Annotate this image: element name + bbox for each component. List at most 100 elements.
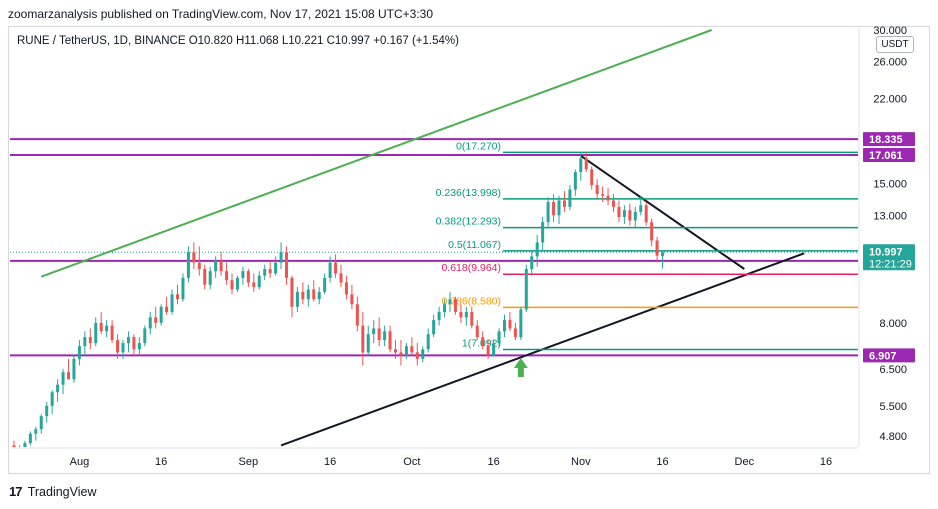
candle-body — [421, 349, 425, 359]
candle-body — [274, 262, 278, 274]
candle-body — [432, 320, 436, 335]
price-axis-tick: 4.800 — [879, 431, 907, 443]
candle-body — [410, 346, 414, 353]
tradingview-footer[interactable]: 17 TradingView — [9, 484, 97, 499]
candle — [165, 296, 169, 315]
candle — [94, 317, 98, 347]
time-axis-tick: 16 — [487, 456, 499, 468]
ascending-channel-top-trendline — [40, 29, 712, 278]
candle — [579, 151, 583, 181]
candle — [443, 299, 447, 318]
candle — [159, 304, 163, 326]
price-level-tag-text: 18.335 — [869, 134, 903, 146]
candle — [453, 296, 457, 315]
candle — [503, 314, 506, 338]
candle-body — [503, 320, 506, 332]
price-level-tag-bg — [863, 348, 915, 363]
candle-body — [492, 343, 496, 356]
candle — [274, 256, 278, 276]
candle — [306, 284, 310, 307]
candle-body — [306, 289, 310, 300]
price-axis-tick: 15.000 — [873, 179, 907, 191]
candle-body — [12, 445, 16, 447]
candle — [257, 271, 261, 290]
candle — [208, 266, 212, 290]
descending-resistance-trendline — [580, 155, 745, 270]
candle-body — [655, 240, 659, 256]
candle — [56, 379, 60, 402]
fib-level-label: 0.236(13.998) — [436, 187, 501, 199]
candle — [497, 328, 501, 347]
candle — [50, 390, 54, 415]
candle — [650, 218, 654, 247]
candle-body — [285, 252, 288, 278]
candle-body — [541, 222, 545, 243]
price-axis-tick: 8.000 — [879, 318, 907, 330]
candle-body — [94, 322, 98, 344]
candle-body — [143, 328, 147, 344]
candle-body — [415, 352, 419, 359]
candle-body — [464, 312, 468, 318]
candle — [67, 358, 70, 380]
price-level-tag: 6.907 — [863, 348, 915, 363]
candle-body — [524, 269, 528, 310]
current-price-tag-text: 12:21:29 — [869, 258, 912, 270]
time-axis-tick: Sep — [239, 456, 259, 468]
candle-body — [633, 211, 637, 221]
candle — [524, 264, 528, 313]
candle-body — [568, 189, 572, 207]
chart-frame — [8, 26, 930, 474]
candle-body — [519, 309, 523, 338]
candle — [470, 306, 474, 329]
up-arrow-icon — [513, 358, 528, 377]
candle — [235, 275, 239, 292]
candle-body — [18, 450, 21, 452]
candle-body — [148, 317, 152, 329]
candle-body — [176, 294, 179, 300]
candle — [361, 312, 365, 366]
candle — [203, 264, 207, 290]
candle — [61, 368, 65, 395]
candle — [312, 280, 316, 302]
candle-body — [28, 433, 32, 444]
currency-selector[interactable]: USDT — [876, 36, 914, 53]
price-axis-tick: 26.000 — [873, 57, 907, 69]
candle-body — [443, 304, 447, 313]
candle-body — [116, 340, 120, 353]
candle-body — [137, 343, 141, 350]
candle — [197, 246, 201, 276]
price-level-tag: 17.061 — [863, 148, 915, 163]
candle — [268, 260, 272, 278]
candle — [121, 340, 125, 359]
candle-body — [72, 358, 76, 380]
candle-body — [121, 343, 125, 353]
candle — [639, 195, 643, 216]
candle — [252, 273, 256, 292]
candle — [154, 306, 158, 329]
price-level-tag-text: 6.907 — [869, 350, 897, 362]
candle-body — [552, 202, 556, 216]
candle — [513, 322, 517, 341]
candle-body — [404, 346, 408, 356]
candle-body — [301, 291, 305, 300]
candle — [214, 256, 218, 278]
price-axis-tick: 6.500 — [879, 364, 907, 376]
candle-body — [290, 277, 294, 307]
candle-body — [562, 200, 566, 207]
candle — [508, 312, 512, 332]
candle-body — [579, 158, 583, 173]
candle-body — [453, 299, 457, 313]
candle — [606, 188, 610, 206]
candle-body — [50, 392, 54, 406]
candle-body — [105, 325, 109, 332]
candle-body — [339, 273, 343, 283]
price-level-tag-bg — [863, 148, 915, 163]
time-axis-tick: Oct — [403, 456, 420, 468]
candle-body — [192, 252, 196, 263]
symbol-ohlc-legend: RUNE / TetherUS, 1D, BINANCE O10.820 H11… — [17, 35, 459, 47]
candle-body — [650, 222, 654, 241]
candle — [612, 194, 615, 212]
candle-body — [317, 291, 321, 300]
candle-body — [126, 337, 130, 344]
